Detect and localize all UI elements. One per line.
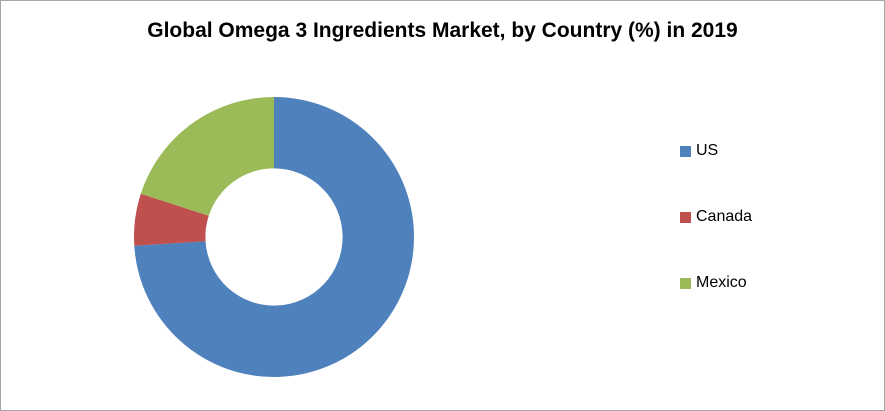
legend-swatch-us <box>680 145 691 157</box>
legend-label-us: US <box>696 142 719 159</box>
legend-label-mexico: Mexico <box>696 274 747 291</box>
chart-title: Global Omega 3 Ingredients Market, by Co… <box>147 19 738 42</box>
donut-svg <box>134 97 415 377</box>
legend-label-canada: Canada <box>696 208 753 225</box>
donut-chart <box>132 95 416 379</box>
legend-item-canada: Canada <box>680 207 752 227</box>
legend-swatch-mexico <box>680 277 691 289</box>
legend-swatch-canada <box>680 211 691 223</box>
donut-slice-mexico <box>140 97 274 216</box>
donut-slice-us <box>134 97 415 377</box>
legend-item-mexico: Mexico <box>680 273 752 293</box>
legend-item-us: US <box>680 141 752 161</box>
donut-slice-canada <box>134 193 209 246</box>
legend: US Canada Mexico <box>680 141 752 293</box>
